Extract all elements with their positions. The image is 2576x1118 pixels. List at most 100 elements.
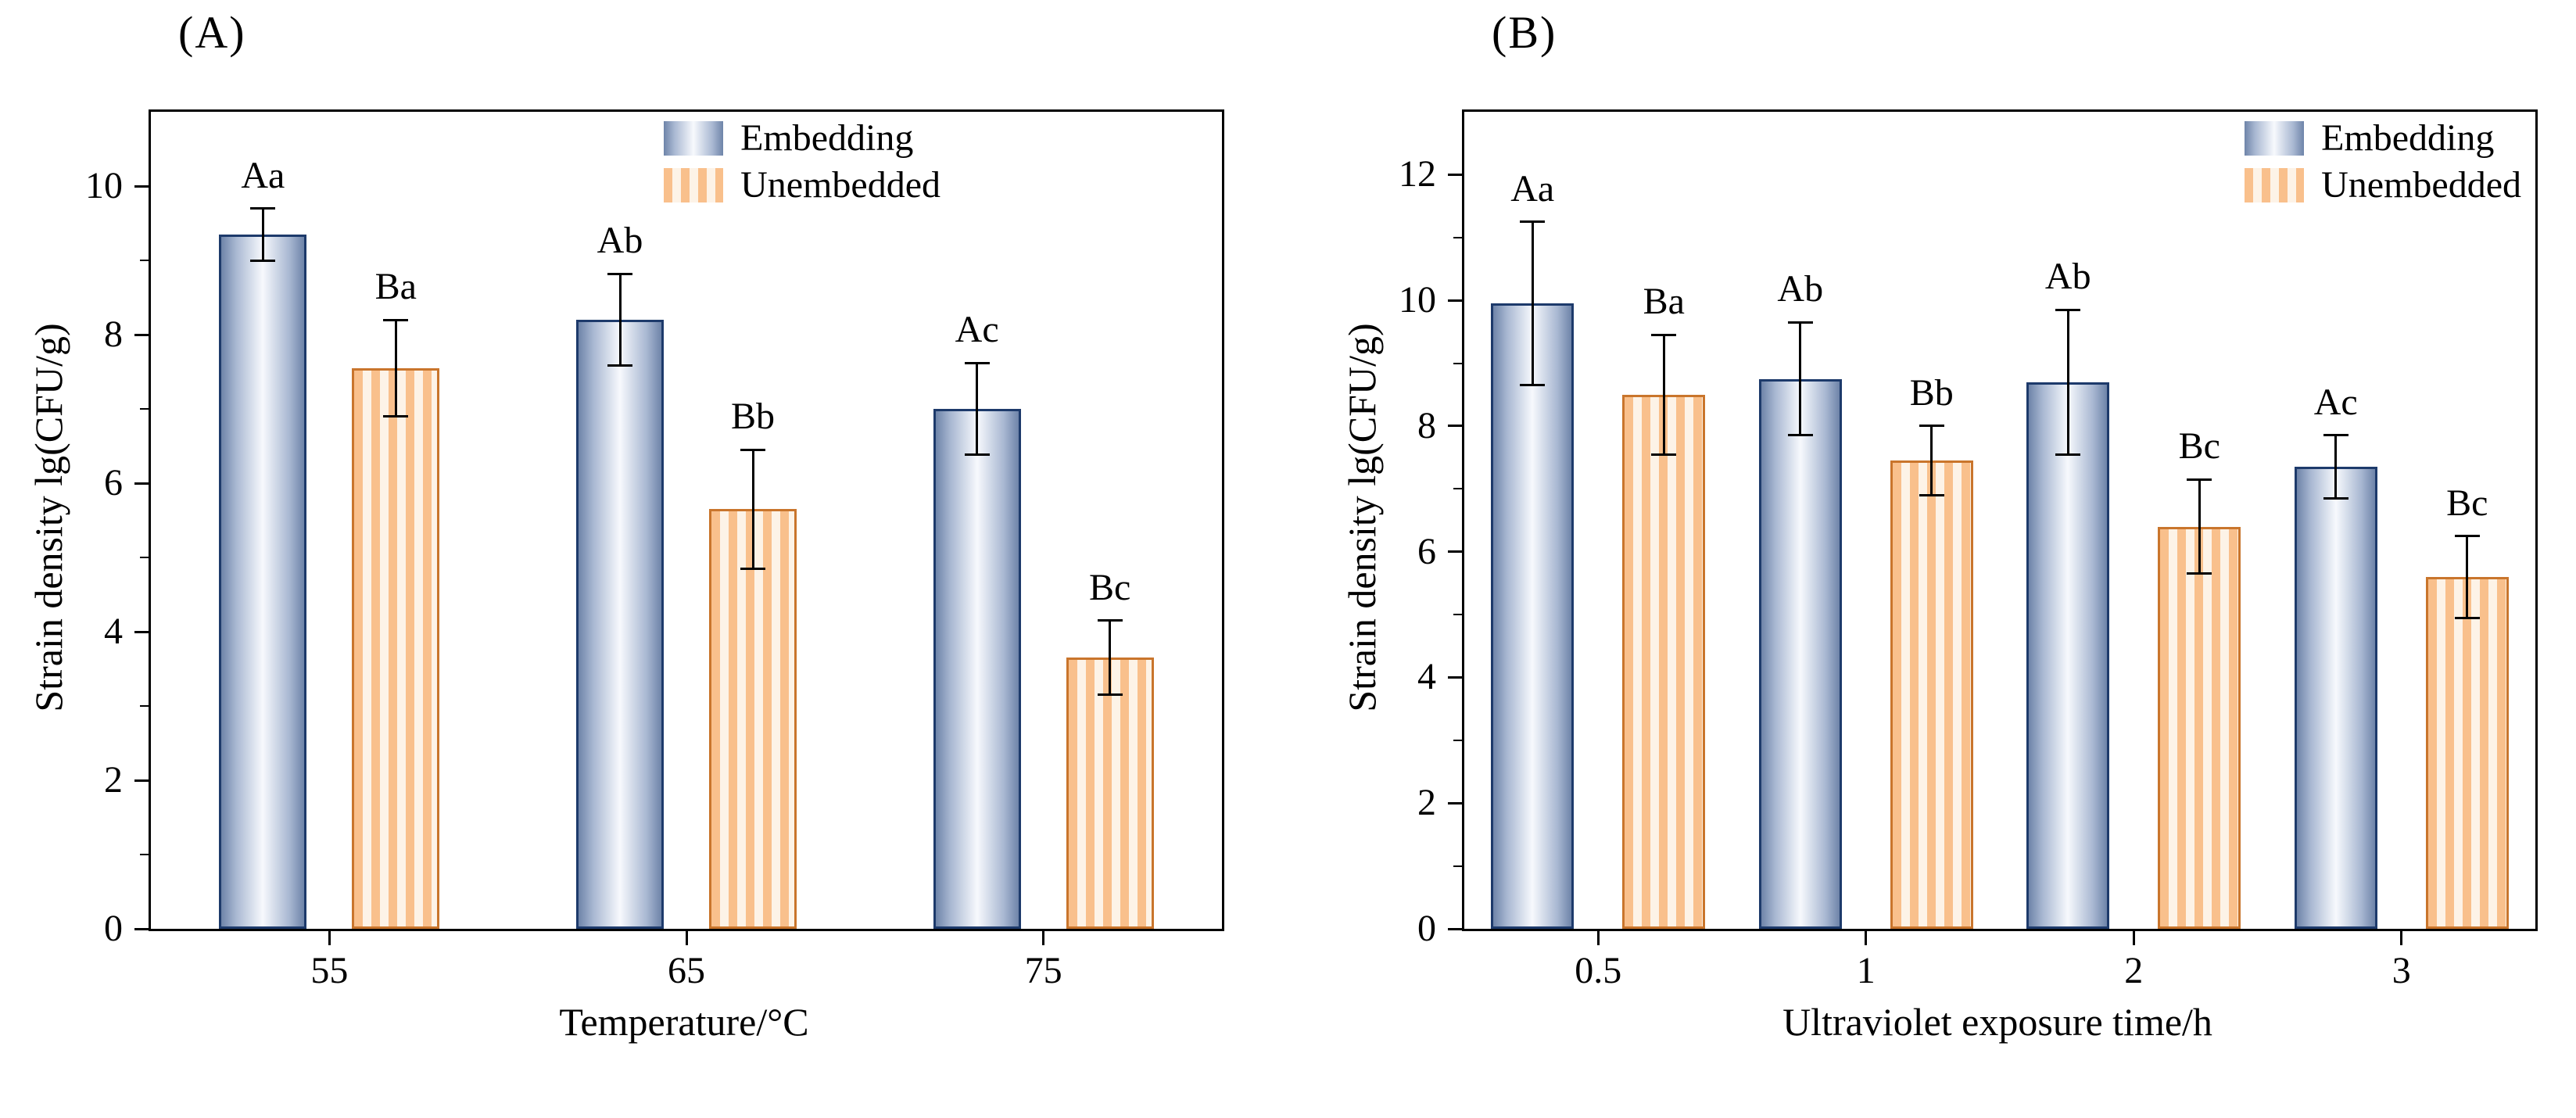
- y-axis-minor-tick: [1453, 236, 1462, 238]
- y-axis-major-tick: [1448, 927, 1462, 930]
- y-axis-tick-label: 0: [104, 908, 123, 949]
- error-bar-line: [1662, 335, 1665, 455]
- error-bar-line: [2198, 479, 2201, 574]
- panel-b-plot-area: 0 2 4 6 8 10 12 0.5 Aa Ba 1 Ab Bb 2 Ab Bc 3 Ac Bc Embedding…: [1399, 109, 2538, 990]
- error-bar-cap-bottom: [1919, 493, 1944, 496]
- x-axis-tick: [1042, 931, 1045, 945]
- error-bar-cap-bottom: [1787, 434, 1813, 437]
- significance-label: Aa: [241, 154, 285, 196]
- error-bar-cap-bottom: [383, 415, 409, 417]
- significance-label: Ba: [1643, 281, 1685, 323]
- significance-label: Ab: [1777, 268, 1824, 310]
- y-axis-tick-label: 6: [104, 462, 123, 503]
- error-bar-line: [2466, 536, 2469, 618]
- legend-label: Unembedded: [740, 164, 940, 206]
- x-axis-tick: [685, 931, 688, 945]
- x-axis-tick: [328, 931, 331, 945]
- error-bar-cap-bottom: [740, 567, 765, 570]
- error-bar-cap-top: [1520, 220, 1546, 224]
- y-axis-major-tick: [134, 779, 149, 782]
- significance-label: Bb: [1909, 371, 1954, 414]
- error-bar-line: [1799, 322, 1802, 435]
- error-bar-cap-top: [2454, 535, 2480, 538]
- y-axis-tick-label: 10: [1399, 279, 1436, 321]
- x-axis-tick: [2400, 931, 2403, 945]
- y-axis-tick-label: 10: [85, 165, 123, 206]
- error-bar-cap-bottom: [250, 259, 276, 262]
- y-axis-minor-tick: [1453, 614, 1462, 616]
- panel-a-label: (A): [178, 7, 246, 58]
- error-bar-line: [394, 320, 397, 417]
- error-bar-cap-top: [740, 448, 765, 451]
- y-axis-tick-label: 6: [1417, 530, 1436, 572]
- y-axis-minor-tick: [1453, 488, 1462, 490]
- y-axis-major-tick: [1448, 425, 1462, 428]
- error-bar-cap-top: [1919, 425, 1944, 428]
- y-axis-major-tick: [1448, 675, 1462, 679]
- error-bar-line: [976, 363, 979, 455]
- legend-label: Unembedded: [2321, 164, 2521, 206]
- error-bar-cap-top: [2187, 478, 2212, 481]
- legend: Embedding Unembedded: [664, 120, 940, 204]
- legend-swatch-embedding: [664, 121, 724, 156]
- bar-unembedded-0.5: [1622, 394, 1706, 929]
- error-bar-cap-top: [250, 207, 276, 210]
- error-bar-line: [1531, 221, 1534, 385]
- x-axis-tick-label: 0.5: [1575, 950, 1622, 991]
- bar-embedding-1: [1758, 378, 1842, 929]
- significance-label: Ba: [374, 266, 417, 307]
- y-axis-tick-label: 4: [1417, 656, 1436, 698]
- panel-b-x-axis-title: Ultraviolet exposure time/h: [1782, 1000, 2212, 1044]
- y-axis-major-tick: [1448, 550, 1462, 554]
- y-axis-tick-label: 12: [1399, 153, 1436, 195]
- error-bar-cap-bottom: [2187, 572, 2212, 575]
- panel-a-x-axis-title: Temperature/°C: [559, 1000, 809, 1044]
- legend-item-unembedded: Unembedded: [2245, 167, 2521, 204]
- error-bar-cap-top: [2323, 434, 2348, 437]
- legend-item-embedding: Embedding: [664, 120, 940, 157]
- legend-item-unembedded: Unembedded: [664, 167, 940, 204]
- y-axis-major-tick: [1448, 173, 1462, 176]
- x-axis-tick: [1865, 931, 1868, 945]
- x-axis-tick-label: 1: [1856, 950, 1876, 991]
- bar-unembedded-75: [1066, 658, 1154, 929]
- y-axis-minor-tick: [140, 854, 149, 855]
- x-axis-tick-label: 65: [668, 950, 705, 991]
- legend-swatch-embedding: [2245, 121, 2305, 156]
- significance-label: Ab: [2044, 256, 2091, 298]
- bar-unembedded-2: [2158, 526, 2241, 929]
- significance-label: Bb: [730, 396, 776, 438]
- y-axis-major-tick: [134, 482, 149, 485]
- error-bar-cap-bottom: [2055, 453, 2081, 456]
- y-axis-minor-tick: [140, 260, 149, 261]
- y-axis-major-tick: [134, 333, 149, 336]
- y-axis-tick-label: 4: [104, 611, 123, 652]
- y-axis-tick-label: 8: [104, 314, 123, 355]
- significance-label: Ac: [955, 309, 999, 351]
- error-bar-cap-top: [383, 318, 409, 321]
- legend: Embedding Unembedded: [2245, 120, 2521, 204]
- error-bar-cap-top: [1097, 619, 1123, 622]
- legend-swatch-unembedded: [2245, 168, 2305, 202]
- error-bar-line: [261, 208, 264, 260]
- legend-label: Embedding: [740, 117, 914, 159]
- error-bar-cap-top: [2055, 308, 2081, 311]
- y-axis-minor-tick: [140, 705, 149, 707]
- bar-unembedded-65: [709, 509, 797, 929]
- error-bar-cap-top: [1787, 321, 1813, 324]
- error-bar-line: [1109, 620, 1112, 695]
- y-axis-minor-tick: [1453, 739, 1462, 741]
- panel-b-y-axis-title: Strain density lg(CFU/g): [1340, 323, 1384, 712]
- x-axis-tick-label: 3: [2391, 950, 2411, 991]
- y-axis-major-tick: [1448, 801, 1462, 804]
- x-axis-tick-label: 2: [2124, 950, 2144, 991]
- error-bar-line: [2066, 310, 2069, 455]
- panel-A: (A) Strain density lg(CFU/g) 0 2 4 6 8 10 55 Aa…: [0, 0, 1282, 1118]
- bar-unembedded-3: [2425, 576, 2509, 929]
- error-bar-cap-bottom: [607, 364, 632, 367]
- legend-item-embedding: Embedding: [2245, 120, 2521, 157]
- error-bar-cap-top: [964, 361, 990, 364]
- x-axis-tick: [2132, 931, 2135, 945]
- error-bar-line: [1930, 425, 1933, 496]
